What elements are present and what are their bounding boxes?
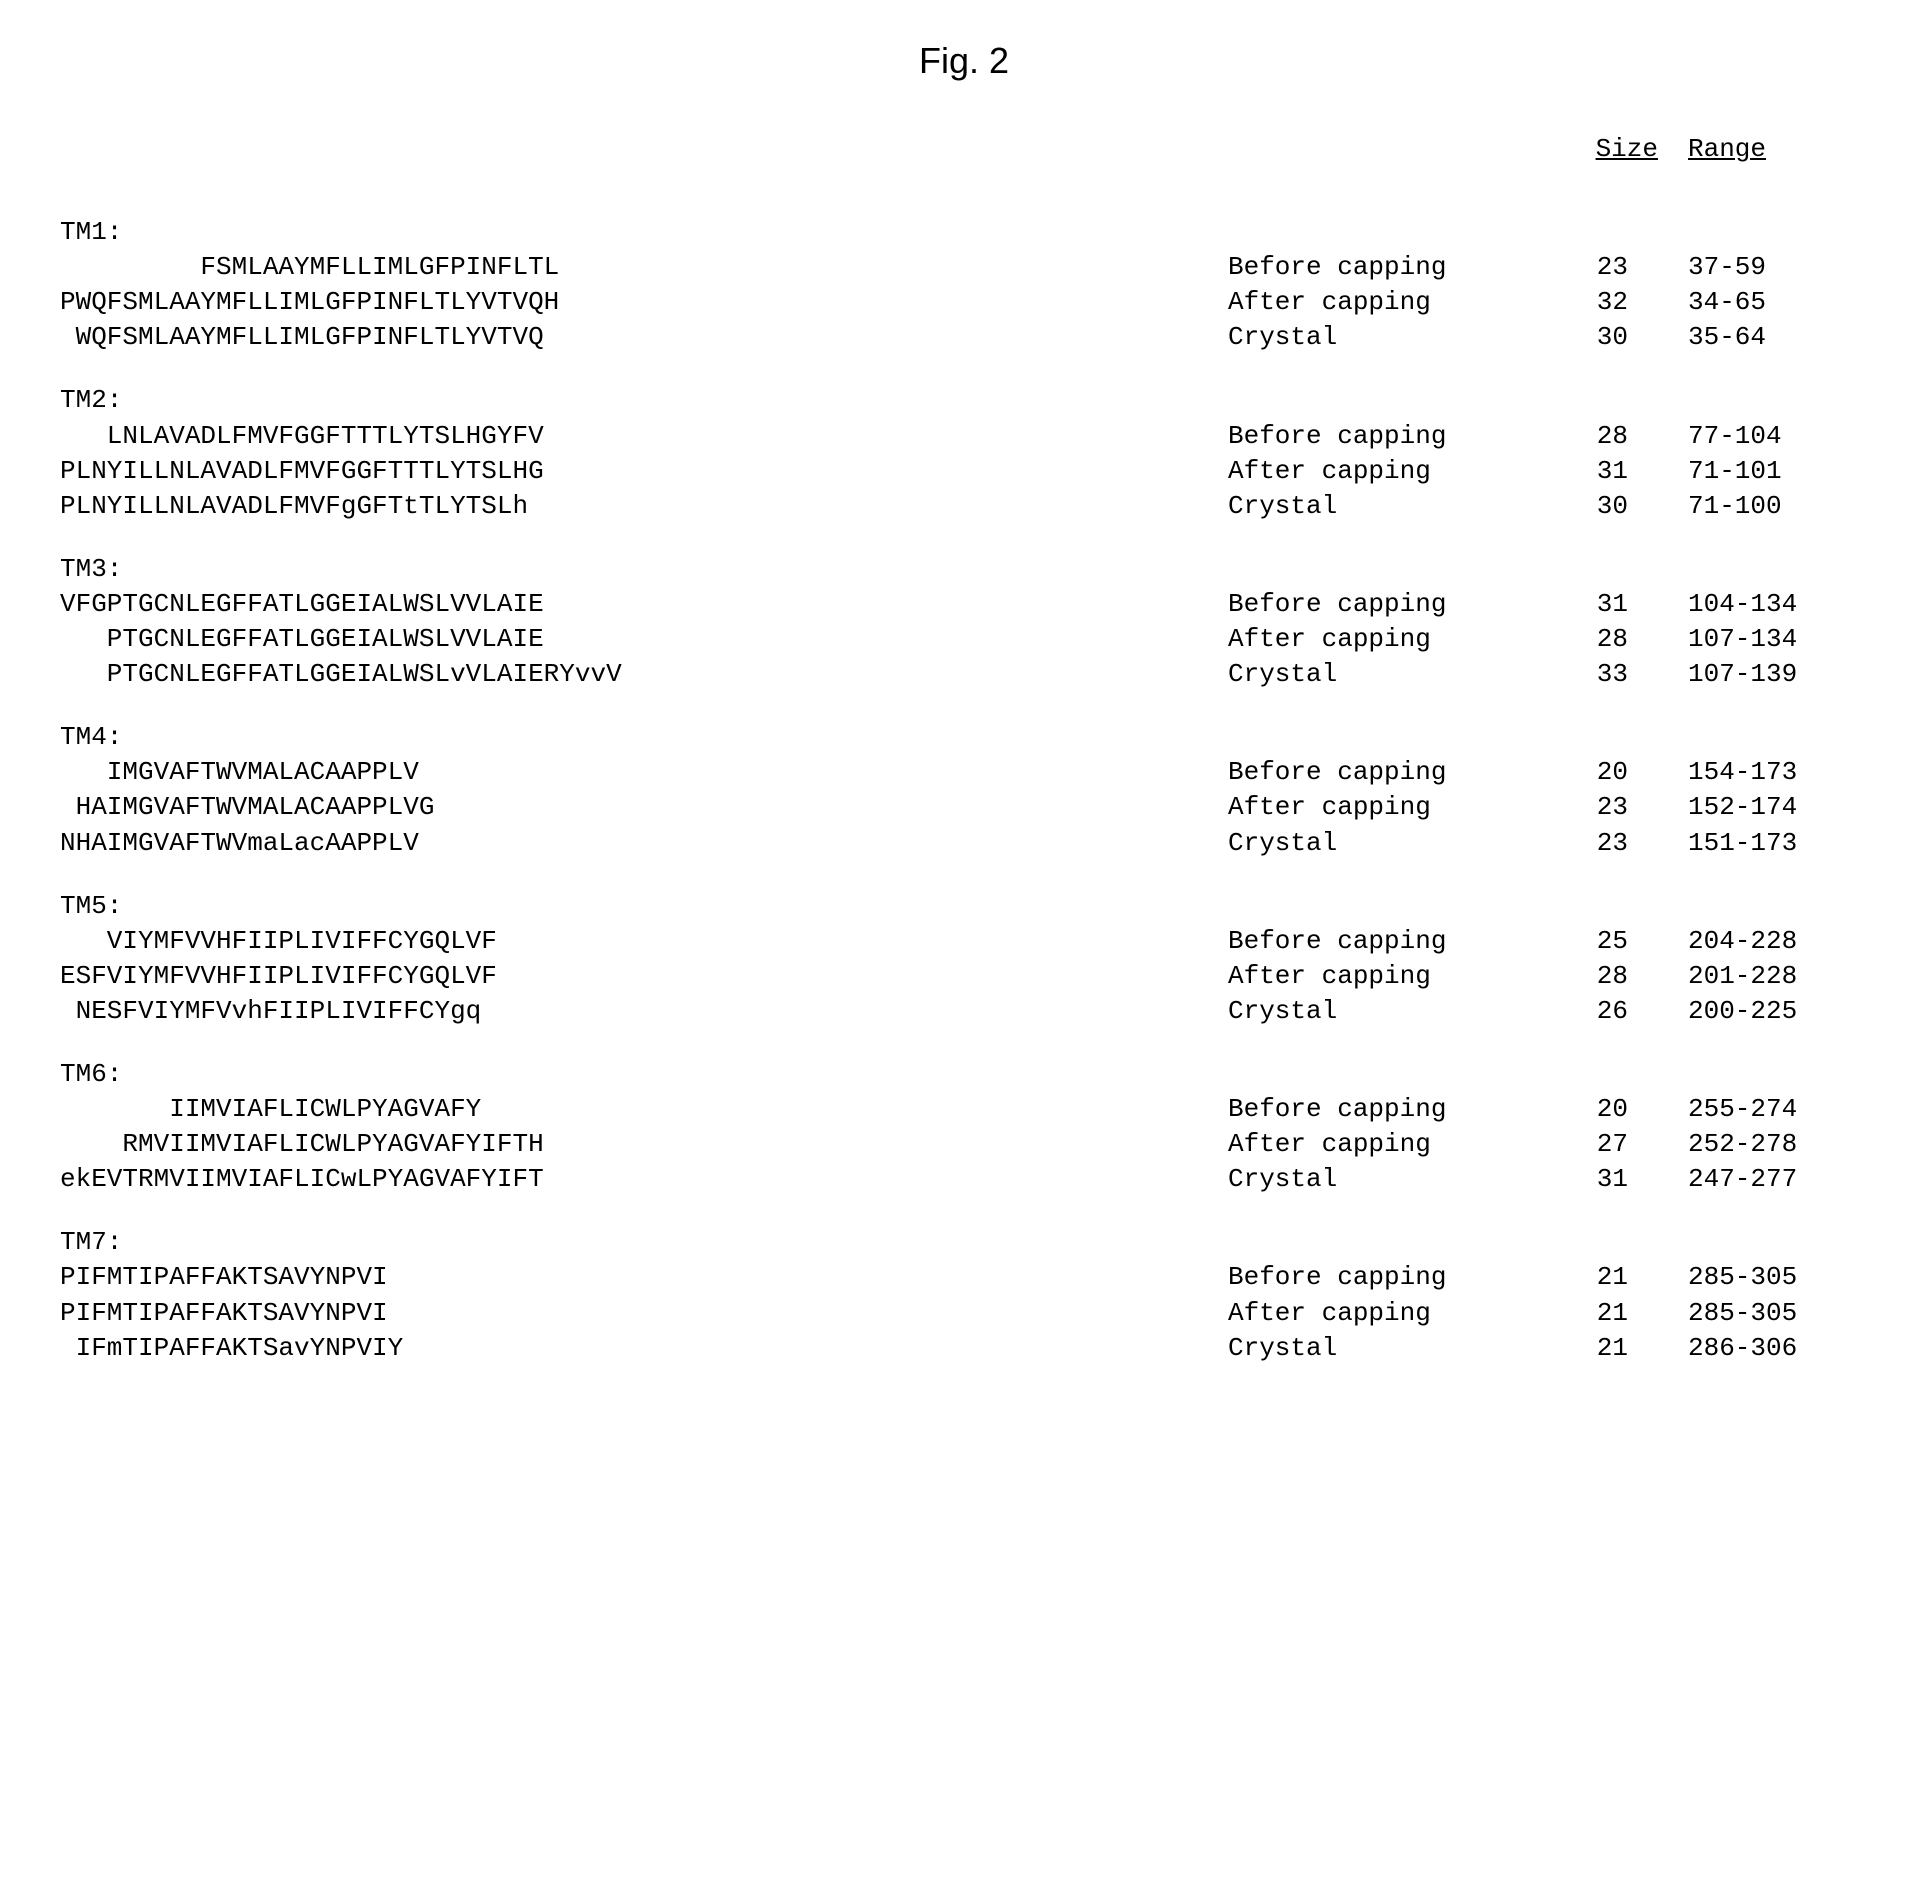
sequence-cell: IFmTIPAFFAKTSavYNPVIY [60,1331,1198,1366]
sequence-cell: NESFVIYMFVvhFIIPLIVIFFCYgq [60,994,1198,1029]
size-cell: 20 [1538,755,1658,790]
size-cell: 27 [1538,1127,1658,1162]
stage-cell: After capping [1228,790,1508,825]
tm-label: TM4: [60,720,1868,755]
range-cell: 104-134 [1688,587,1868,622]
alignment-table: Size Range TM1: FSMLAAYMFLLIMLGFPINFLTL B… [60,132,1868,1366]
range-cell: 247-277 [1688,1162,1868,1197]
stage-cell: Crystal [1228,320,1508,355]
range-cell: 34-65 [1688,285,1868,320]
sequence-cell: IIMVIAFLICWLPYAGVAFY [60,1092,1198,1127]
sequence-cell: PTGCNLEGFFATLGGEIALWSLvVLAIERYvvV [60,657,1198,692]
size-cell: 30 [1538,489,1658,524]
sequence-cell: VIYMFVVHFIIPLIVIFFCYGQLVF [60,924,1198,959]
stage-cell: Crystal [1228,657,1508,692]
sequence-cell: ekEVTRMVIIMVIAFLICwLPYAGVAFYIFT [60,1162,1198,1197]
stage-cell: After capping [1228,454,1508,489]
stage-cell: Crystal [1228,826,1508,861]
stage-cell: Crystal [1228,489,1508,524]
range-cell: 151-173 [1688,826,1868,861]
stage-cell: After capping [1228,1127,1508,1162]
sequence-cell: PIFMTIPAFFAKTSAVYNPVI [60,1260,1198,1295]
size-cell: 25 [1538,924,1658,959]
stage-cell: Before capping [1228,587,1508,622]
stage-cell: After capping [1228,1296,1508,1331]
range-cell: 107-139 [1688,657,1868,692]
range-cell: 255-274 [1688,1092,1868,1127]
size-cell: 30 [1538,320,1658,355]
range-cell: 71-100 [1688,489,1868,524]
sequence-cell: IMGVAFTWVMALACAAPPLV [60,755,1198,790]
sequence-cell: VFGPTGCNLEGFFATLGGEIALWSLVVLAIE [60,587,1198,622]
tm-label: TM1: [60,215,1868,250]
stage-cell: Before capping [1228,755,1508,790]
sequence-cell: LNLAVADLFMVFGGFTTTLYTSLHGYFV [60,419,1198,454]
stage-cell: After capping [1228,285,1508,320]
sequence-cell: WQFSMLAAYMFLLIMLGFPINFLTLYVTVQ [60,320,1198,355]
range-cell: 35-64 [1688,320,1868,355]
size-cell: 23 [1538,826,1658,861]
size-cell: 33 [1538,657,1658,692]
range-cell: 200-225 [1688,994,1868,1029]
header-size: Size [1538,132,1658,187]
tm-label: TM5: [60,889,1868,924]
tm-label: TM6: [60,1057,1868,1092]
header-sequence [60,132,1198,187]
range-cell: 252-278 [1688,1127,1868,1162]
range-cell: 154-173 [1688,755,1868,790]
size-cell: 26 [1538,994,1658,1029]
size-cell: 21 [1538,1296,1658,1331]
range-cell: 286-306 [1688,1331,1868,1366]
header-range: Range [1688,132,1868,187]
tm-label: TM3: [60,552,1868,587]
range-cell: 37-59 [1688,250,1868,285]
stage-cell: Crystal [1228,1162,1508,1197]
range-cell: 77-104 [1688,419,1868,454]
stage-cell: Before capping [1228,419,1508,454]
size-cell: 31 [1538,587,1658,622]
stage-cell: Crystal [1228,994,1508,1029]
sequence-cell: HAIMGVAFTWVMALACAAPPLVG [60,790,1198,825]
range-cell: 152-174 [1688,790,1868,825]
sequence-cell: PLNYILLNLAVADLFMVFgGFTtTLYTSLh [60,489,1198,524]
range-cell: 107-134 [1688,622,1868,657]
size-cell: 23 [1538,790,1658,825]
sequence-cell: PLNYILLNLAVADLFMVFGGFTTTLYTSLHG [60,454,1198,489]
size-cell: 20 [1538,1092,1658,1127]
range-cell: 71-101 [1688,454,1868,489]
sequence-cell: PWQFSMLAAYMFLLIMLGFPINFLTLYVTVQH [60,285,1198,320]
range-cell: 201-228 [1688,959,1868,994]
size-cell: 32 [1538,285,1658,320]
stage-cell: Before capping [1228,250,1508,285]
tm-label: TM7: [60,1225,1868,1260]
size-cell: 21 [1538,1260,1658,1295]
range-cell: 285-305 [1688,1296,1868,1331]
sequence-cell: NHAIMGVAFTWVmaLacAAPPLV [60,826,1198,861]
stage-cell: After capping [1228,959,1508,994]
range-cell: 285-305 [1688,1260,1868,1295]
tm-label: TM2: [60,383,1868,418]
size-cell: 28 [1538,622,1658,657]
stage-cell: After capping [1228,622,1508,657]
size-cell: 23 [1538,250,1658,285]
stage-cell: Before capping [1228,1260,1508,1295]
size-cell: 31 [1538,1162,1658,1197]
stage-cell: Crystal [1228,1331,1508,1366]
range-cell: 204-228 [1688,924,1868,959]
size-cell: 28 [1538,959,1658,994]
size-cell: 21 [1538,1331,1658,1366]
header-stage [1228,132,1508,187]
figure-title: Fig. 2 [60,40,1868,82]
sequence-cell: PTGCNLEGFFATLGGEIALWSLVVLAIE [60,622,1198,657]
sequence-cell: FSMLAAYMFLLIMLGFPINFLTL [60,250,1198,285]
sequence-cell: RMVIIMVIAFLICWLPYAGVAFYIFTH [60,1127,1198,1162]
stage-cell: Before capping [1228,1092,1508,1127]
stage-cell: Before capping [1228,924,1508,959]
size-cell: 31 [1538,454,1658,489]
size-cell: 28 [1538,419,1658,454]
sequence-cell: PIFMTIPAFFAKTSAVYNPVI [60,1296,1198,1331]
sequence-cell: ESFVIYMFVVHFIIPLIVIFFCYGQLVF [60,959,1198,994]
